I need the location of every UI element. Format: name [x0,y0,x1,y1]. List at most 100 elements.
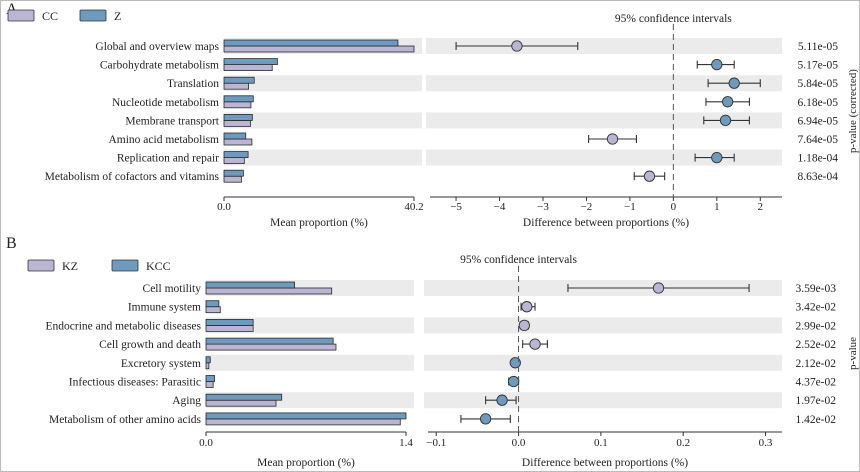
row-stripe [426,149,782,166]
ci-x-tick-label: −3 [537,201,549,213]
bar-series2 [205,412,407,420]
bar-series1 [223,157,245,165]
bar-series2 [205,337,334,345]
category-label: Metabolism of cofactors and vitamins [45,171,220,183]
bar-x-tick-label: 1.4 [399,437,413,449]
row-stripe [224,75,422,92]
category-label: Cell growth and death [99,339,201,351]
p-value: 8.63e-04 [797,171,838,183]
row-stripe [224,149,422,166]
ci-x-axis-label: Difference between proportions (%) [523,217,689,229]
ci-x-tick-label: −2 [581,201,593,213]
category-label: Endocrine and metabolic diseases [45,320,201,332]
ci-point [711,151,723,164]
category-label: Nucleotide metabolism [112,97,219,109]
ci-point [518,319,530,332]
bar-series1 [205,362,210,370]
category-label: Global and overview maps [95,41,219,53]
p-value: 2.99e-02 [795,320,836,332]
bar-x-axis-label: Mean proportion (%) [257,457,355,469]
bar-series2 [205,375,215,382]
bar-series1 [223,175,242,183]
ci-x-tick-label: 0.3 [759,437,773,449]
ci-title: 95% confidence intervals [460,254,577,266]
bar-series1 [205,418,401,426]
bar-series2 [205,300,220,308]
ci-x-tick-label: −1 [624,201,636,213]
legend-label: CC [42,9,58,23]
category-label: Infectious diseases: Parasitic [69,377,201,389]
bar-series2 [205,281,295,289]
bar-series1 [205,324,254,332]
p-value: 6.94e-05 [797,115,838,127]
ci-point [521,301,533,313]
bar-series2 [223,95,254,103]
ci-point [652,282,665,294]
bar-series2 [205,318,254,326]
row-stripe [424,317,782,334]
ci-x-tick-label: 2 [758,201,764,213]
bar-series2 [223,169,244,177]
ci-x-tick-label: 0 [671,201,677,213]
p-value: 1.97e-02 [795,395,836,407]
bar-x-tick-label: 0.0 [199,437,213,449]
category-label: Amino acid metabolism [108,134,219,146]
bar-series1 [223,82,249,90]
bar-series1 [223,101,252,109]
legend-label: KCC [146,259,171,273]
ci-x-tick-label: 1 [714,201,720,213]
bar-series1 [205,399,277,407]
p-value: 4.37e-02 [795,377,836,389]
bar-series2 [205,393,283,401]
p-value: 3.42e-02 [795,302,836,314]
bar-series1 [205,287,333,295]
category-label: Replication and repair [117,153,219,165]
p-value: 5.17e-05 [797,60,838,72]
p-value: 2.52e-02 [795,339,836,351]
ci-point [711,58,723,71]
row-stripe [424,354,782,371]
bar-series2 [223,76,255,84]
row-stripe [206,317,414,334]
bar-x-tick-label: 0.0 [217,201,231,213]
p-value: 1.42e-02 [795,414,836,426]
ci-x-tick-label: 0.2 [676,437,690,449]
category-label: Membrane transport [125,115,219,127]
p-value: 1.18e-04 [797,153,838,165]
ci-title: 95% confidence intervals [615,13,732,25]
p-value-axis-label: p-value (corrected) [847,69,859,153]
p-value: 6.18e-05 [797,97,838,109]
category-label: Immune system [128,302,201,314]
bar-series1 [223,120,251,127]
bar-series1 [205,381,214,388]
panel-letter: B [6,235,17,252]
ci-x-tick-label: −0.1 [426,437,446,449]
row-stripe [426,75,782,92]
p-value: 7.64e-05 [797,134,838,146]
bar-x-tick-label: 40.2 [404,201,423,213]
ci-x-axis-label: Difference between proportions (%) [522,457,688,469]
ci-point [479,413,492,425]
bar-series1 [205,343,337,351]
bar-series2 [223,39,399,47]
ci-point [606,133,619,145]
legend-swatch [27,259,55,272]
legend-swatch [111,259,139,272]
row-stripe [224,112,422,129]
ci-point [643,170,656,182]
ci-point [511,40,523,52]
legend-label: KZ [62,259,78,273]
p-value: 5.84e-05 [797,78,838,90]
ci-x-tick-label: 0.1 [594,437,608,449]
legend-swatch [7,9,35,22]
row-stripe [426,112,782,129]
category-label: Aging [172,395,201,407]
bar-series2 [223,114,253,121]
p-value-axis-label: p-value [847,337,859,370]
ci-x-tick-label: −4 [494,201,506,213]
bar-series1 [223,64,273,71]
ci-point [496,394,508,406]
legend-swatch [79,9,107,22]
category-label: Metabolism of other amino acids [49,414,202,426]
